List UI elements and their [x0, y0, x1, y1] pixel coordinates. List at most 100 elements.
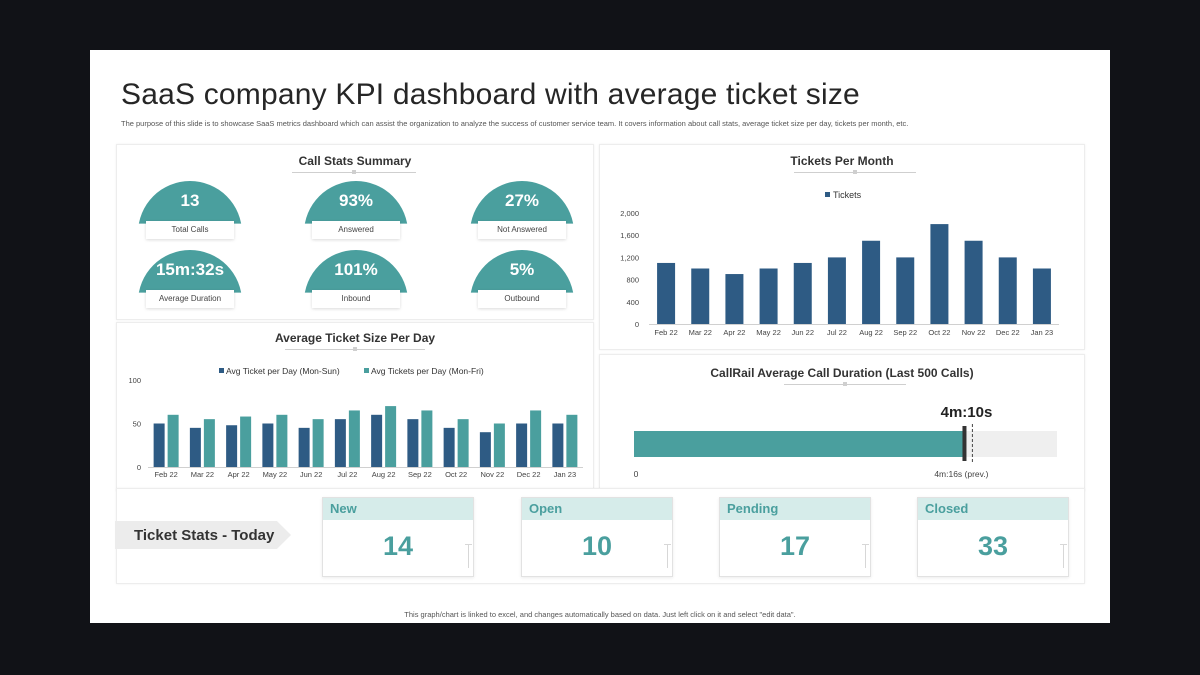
call-stats-panel: Call Stats Summary 13 Total Calls 93% An… [116, 144, 594, 320]
bar [371, 414, 383, 467]
gauge-value: 5% [509, 260, 535, 279]
avg-ticket-title: Average Ticket Size Per Day [274, 331, 436, 345]
title-underline [784, 382, 906, 386]
bar [862, 240, 881, 324]
x-tick-label: Jan 23 [1031, 328, 1054, 337]
stat-card-label: New [323, 498, 473, 520]
bar [530, 410, 542, 467]
title-underline [285, 347, 425, 351]
bar [203, 419, 215, 467]
x-tick-label: Dec 22 [517, 470, 541, 479]
tickets-per-month-chart: Tickets 0 400 800 1,200 1,600 2,000 Feb 22 Mar 2… [620, 190, 1059, 337]
divider [664, 544, 671, 568]
page-title: SaaS company KPI dashboard with average … [121, 78, 860, 111]
bar [552, 423, 564, 467]
gauge-inbound: 101% Inbound [304, 250, 408, 312]
bar [167, 414, 179, 467]
bar [516, 423, 528, 467]
stat-card-label: Pending [720, 498, 870, 520]
gauge-not-answered: 27% Not Answered [470, 181, 574, 243]
y-tick-label: 2,000 [620, 209, 639, 218]
stat-card-label: Closed [918, 498, 1068, 520]
x-tick-label: Mar 22 [191, 470, 214, 479]
y-tick-label: 0 [137, 463, 141, 472]
x-tick-label: Dec 22 [996, 328, 1020, 337]
gauge-label: Total Calls [146, 221, 234, 239]
y-tick-label: 1,200 [620, 253, 639, 262]
y-tick-label: 100 [128, 376, 141, 385]
gauge-average-duration: 15m:32s Average Duration [138, 250, 242, 312]
x-tick-label: Sep 22 [893, 328, 917, 337]
gauge-value: 101% [334, 260, 378, 279]
call-duration-panel: CallRail Average Call Duration (Last 500… [599, 354, 1085, 492]
legend-swatch [219, 368, 224, 373]
gauge-value: 27% [504, 191, 540, 210]
bar [479, 432, 491, 467]
x-tick-label: May 22 [756, 328, 781, 337]
bar [964, 240, 983, 324]
bar [759, 268, 778, 324]
bar [334, 419, 346, 467]
stat-card-value: 33 [977, 531, 1009, 561]
bar [407, 419, 419, 467]
gauge-label: Not Answered [478, 221, 566, 239]
axis-start-label: 0 [634, 469, 639, 479]
footer-note: This graph/chart is linked to excel, and… [404, 610, 796, 619]
x-tick-label: Jul 22 [337, 470, 357, 479]
gauge-label: Inbound [312, 290, 400, 308]
title-underline [794, 170, 916, 174]
stat-card-closed: Closed 33 [917, 497, 1069, 577]
x-tick-label: Jun 22 [791, 328, 814, 337]
bar [421, 410, 433, 467]
x-tick-label: Apr 22 [723, 328, 745, 337]
tickets-per-month-title: Tickets Per Month [790, 154, 894, 168]
bar [930, 224, 949, 324]
divider [862, 544, 869, 568]
y-tick-label: 50 [133, 420, 141, 429]
bar [896, 257, 915, 324]
divider [1060, 544, 1067, 568]
gauge-value: 93% [338, 191, 374, 210]
previous-duration-label: 4m:16s (prev.) [934, 469, 988, 479]
call-duration-chart: 4m:10s 0 4m:16s (prev.) [634, 404, 1057, 479]
avg-ticket-panel: Average Ticket Size Per Day Avg Ticket p… [116, 322, 594, 492]
title-underline [292, 170, 416, 174]
x-tick-label: Oct 22 [445, 470, 467, 479]
bar [348, 410, 360, 467]
x-tick-label: Jun 22 [300, 470, 323, 479]
y-tick-label: 0 [635, 320, 639, 329]
x-tick-label: Nov 22 [480, 470, 504, 479]
gauge-value: 15m:32s [155, 260, 225, 279]
x-tick-label: Apr 22 [228, 470, 250, 479]
bar [226, 425, 238, 467]
y-tick-label: 800 [626, 276, 639, 285]
x-tick-label: Feb 22 [654, 328, 677, 337]
ticket-stats-label-tag: Ticket Stats - Today [115, 521, 291, 549]
stat-card-pending: Pending 17 [719, 497, 871, 577]
slide: SaaS company KPI dashboard with average … [90, 50, 1110, 623]
stat-card-open: Open 10 [521, 497, 673, 577]
divider [465, 544, 472, 568]
stat-card-value: 14 [382, 531, 414, 561]
bar [276, 414, 288, 467]
x-tick-label: Oct 22 [928, 328, 950, 337]
bar [566, 414, 578, 467]
x-tick-label: Mar 22 [689, 328, 712, 337]
stat-card-value: 10 [581, 531, 613, 561]
bar [793, 262, 812, 324]
avg-ticket-chart: Avg Ticket per Day (Mon-Sun) Avg Tickets … [128, 366, 583, 479]
x-tick-label: Jan 23 [554, 470, 577, 479]
bar [827, 257, 846, 324]
stat-card-new: New 14 [322, 497, 474, 577]
bar [691, 268, 710, 324]
bar [657, 262, 676, 324]
bar [457, 419, 469, 467]
bar [153, 423, 165, 467]
bar [240, 416, 252, 467]
gauge-answered: 93% Answered [304, 181, 408, 243]
legend-swatch [825, 192, 830, 197]
call-duration-title: CallRail Average Call Duration (Last 500… [710, 366, 974, 380]
legend-label: Avg Ticket per Day (Mon-Sun) [226, 366, 340, 376]
call-stats-title: Call Stats Summary [298, 154, 412, 168]
x-tick-label: Nov 22 [962, 328, 986, 337]
